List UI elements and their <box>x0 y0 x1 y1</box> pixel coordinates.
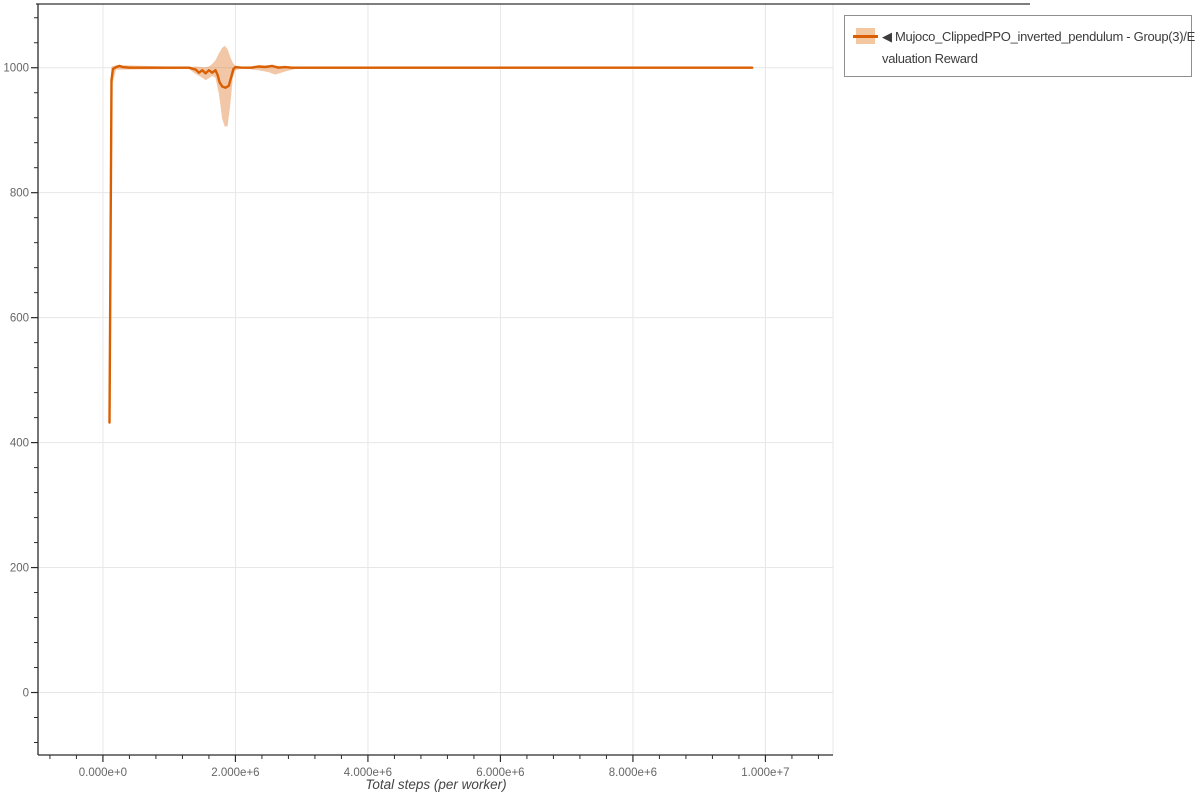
x-tick-label: 8.000e+6 <box>609 767 657 779</box>
x-axis-title: Total steps (per worker) <box>365 777 506 792</box>
legend-label-line2: valuation Reward <box>882 51 978 66</box>
y-tick-label: 1000 <box>3 63 29 75</box>
x-tick-label: 2.000e+6 <box>211 767 259 779</box>
axes-frame <box>36 3 1030 756</box>
line-with-band-swatch[interactable] <box>853 28 878 44</box>
legend-entry-label[interactable]: ◀ Mujoco_ClippedPPO_inverted_pendulum - … <box>882 26 1195 70</box>
reward-line <box>108 64 754 424</box>
tick-labels: 0.000e+0 2.000e+6 4.000e+6 6.000e+6 8.000e+6… <box>3 63 789 779</box>
legend: ◀ Mujoco_ClippedPPO_inverted_pendulum - … <box>844 15 1195 77</box>
y-tick-label: 400 <box>10 438 29 450</box>
y-tick-label: 200 <box>10 563 29 575</box>
legend-label-line1: ◀ Mujoco_ClippedPPO_inverted_pendulum - … <box>882 29 1195 44</box>
x-tick-label: 0.000e+0 <box>79 767 127 779</box>
plot-area[interactable] <box>38 4 833 755</box>
x-tick-label: 6.000e+6 <box>476 767 524 779</box>
y-tick-label: 600 <box>10 313 29 325</box>
x-tick-label: 4.000e+6 <box>344 767 392 779</box>
y-tick-label: 800 <box>10 188 29 200</box>
series-layer <box>108 45 754 434</box>
x-tick-label: 1.000e+7 <box>741 767 789 779</box>
line-swatch <box>853 35 878 38</box>
y-tick-label: 0 <box>23 688 29 700</box>
axis-ticks <box>31 17 819 762</box>
